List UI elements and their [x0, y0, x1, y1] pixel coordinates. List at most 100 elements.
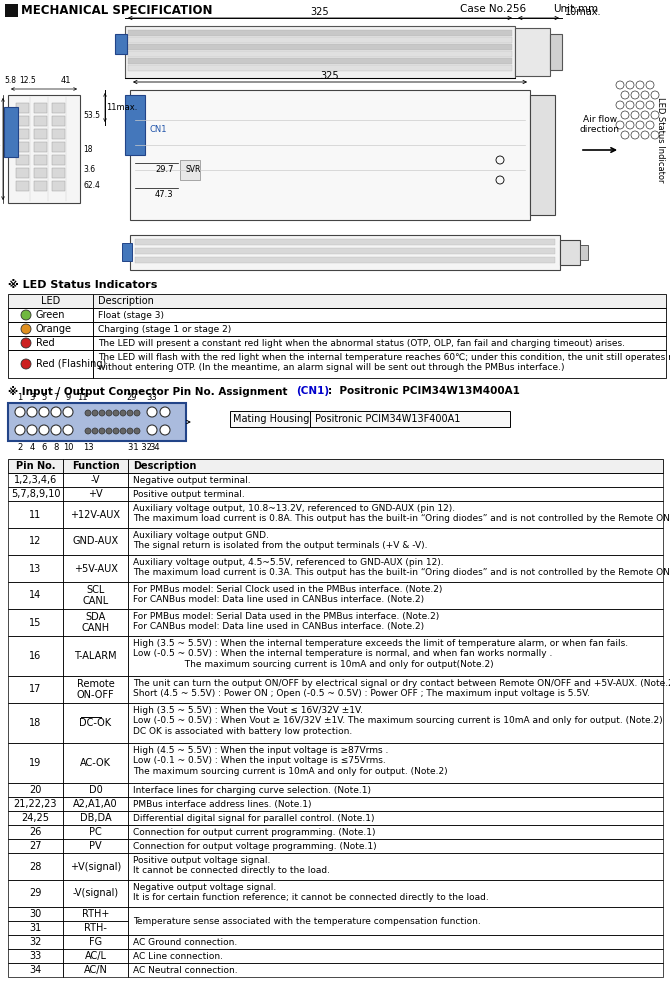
- Text: Auxiliary voltage output, 10.8~13.2V, referenced to GND-AUX (pin 12).
The maximu: Auxiliary voltage output, 10.8~13.2V, re…: [133, 504, 670, 523]
- Bar: [8, 703, 63, 743]
- Bar: [8, 797, 63, 811]
- Circle shape: [106, 410, 112, 416]
- Bar: [34, 103, 47, 113]
- Circle shape: [99, 428, 105, 434]
- Bar: [8, 528, 63, 555]
- Text: 325: 325: [311, 7, 330, 17]
- Text: Positronic PCIM34W13F400A1: Positronic PCIM34W13F400A1: [315, 414, 460, 424]
- Text: 30: 30: [29, 909, 42, 919]
- Text: 31 32: 31 32: [128, 443, 152, 452]
- Text: 12.5: 12.5: [19, 76, 36, 85]
- Circle shape: [27, 407, 37, 417]
- Circle shape: [147, 407, 157, 417]
- Text: 33: 33: [29, 951, 42, 961]
- Bar: [128, 473, 663, 487]
- Text: RTH+: RTH+: [82, 909, 109, 919]
- Bar: [93, 336, 666, 350]
- Text: SDA
CANH: SDA CANH: [82, 611, 110, 633]
- Text: +12V-AUX: +12V-AUX: [70, 509, 121, 519]
- Bar: [63, 459, 128, 473]
- Bar: [52, 116, 65, 126]
- Bar: [125, 95, 145, 155]
- Text: 21,22,23: 21,22,23: [14, 799, 57, 809]
- Text: (CN1): (CN1): [296, 386, 329, 396]
- Bar: [128, 676, 663, 703]
- Bar: [8, 403, 186, 441]
- Circle shape: [134, 410, 140, 416]
- Text: D0: D0: [88, 785, 103, 795]
- Bar: [128, 582, 663, 609]
- Text: +5V-AUX: +5V-AUX: [74, 564, 117, 574]
- Bar: [128, 501, 663, 528]
- Text: Connection for output current programming. (Note.1): Connection for output current programmin…: [133, 828, 375, 837]
- Bar: [16, 103, 29, 113]
- Bar: [560, 240, 580, 265]
- Text: Interface lines for charging curve selection. (Note.1): Interface lines for charging curve selec…: [133, 786, 371, 795]
- Text: AC Line connection.: AC Line connection.: [133, 952, 223, 961]
- Text: direction: direction: [580, 125, 620, 134]
- Text: Positive output terminal.: Positive output terminal.: [133, 490, 245, 499]
- Bar: [16, 181, 29, 191]
- Circle shape: [134, 428, 140, 434]
- Text: 29: 29: [29, 889, 42, 899]
- Bar: [34, 181, 47, 191]
- Text: AC Neutral connection.: AC Neutral connection.: [133, 966, 238, 975]
- Bar: [8, 308, 93, 322]
- Bar: [8, 636, 63, 676]
- Text: 10max.: 10max.: [565, 7, 602, 17]
- Text: Charging (stage 1 or stage 2): Charging (stage 1 or stage 2): [98, 325, 231, 334]
- Text: 34: 34: [29, 965, 42, 975]
- Text: AC/N: AC/N: [84, 965, 107, 975]
- Bar: [180, 160, 200, 180]
- Text: 47.3: 47.3: [155, 190, 174, 199]
- Text: Unit:mm: Unit:mm: [553, 4, 598, 14]
- Bar: [8, 459, 63, 473]
- Bar: [16, 142, 29, 152]
- Text: Green: Green: [36, 310, 66, 320]
- Bar: [63, 880, 128, 907]
- Text: ※ LED Status Indicators: ※ LED Status Indicators: [8, 280, 157, 290]
- Text: DC-OK: DC-OK: [80, 718, 112, 728]
- Circle shape: [160, 425, 170, 435]
- Text: 9: 9: [66, 393, 70, 402]
- Text: Air flow: Air flow: [583, 115, 617, 124]
- Bar: [128, 949, 663, 963]
- Text: 12: 12: [29, 536, 42, 546]
- Text: RTH-: RTH-: [84, 923, 107, 933]
- Text: 53.5: 53.5: [83, 111, 100, 120]
- Text: 20: 20: [29, 785, 42, 795]
- Bar: [16, 168, 29, 178]
- Circle shape: [120, 428, 126, 434]
- Bar: [63, 811, 128, 825]
- Bar: [128, 528, 663, 555]
- Bar: [128, 58, 512, 64]
- Circle shape: [99, 410, 105, 416]
- Text: High (3.5 ~ 5.5V) : When the Vout ≤ 16V/32V ±1V.
Low (-0.5 ~ 0.5V) : When Vout ≥: High (3.5 ~ 5.5V) : When the Vout ≤ 16V/…: [133, 706, 663, 735]
- Circle shape: [51, 425, 61, 435]
- Text: Connection for output voltage programming. (Note.1): Connection for output voltage programmin…: [133, 842, 377, 851]
- Bar: [4, 107, 18, 157]
- Text: 62.4: 62.4: [83, 180, 100, 189]
- Text: 34: 34: [149, 443, 160, 452]
- Text: Function: Function: [72, 461, 119, 471]
- Text: 31: 31: [29, 923, 42, 933]
- Bar: [16, 155, 29, 165]
- Bar: [8, 676, 63, 703]
- Circle shape: [15, 425, 25, 435]
- Text: 13: 13: [29, 564, 42, 574]
- Circle shape: [15, 407, 25, 417]
- Text: 29: 29: [127, 393, 137, 402]
- Bar: [63, 636, 128, 676]
- Bar: [8, 839, 63, 853]
- Bar: [128, 44, 512, 50]
- Text: 14: 14: [29, 591, 42, 601]
- Text: GND-AUX: GND-AUX: [72, 536, 119, 546]
- Bar: [515, 28, 550, 76]
- Circle shape: [27, 425, 37, 435]
- Bar: [52, 168, 65, 178]
- Bar: [128, 37, 512, 43]
- Circle shape: [92, 428, 98, 434]
- Bar: [93, 322, 666, 336]
- Text: The LED will present a constant red light when the abnormal status (OTP, OLP, fa: The LED will present a constant red ligh…: [98, 339, 625, 348]
- Bar: [128, 703, 663, 743]
